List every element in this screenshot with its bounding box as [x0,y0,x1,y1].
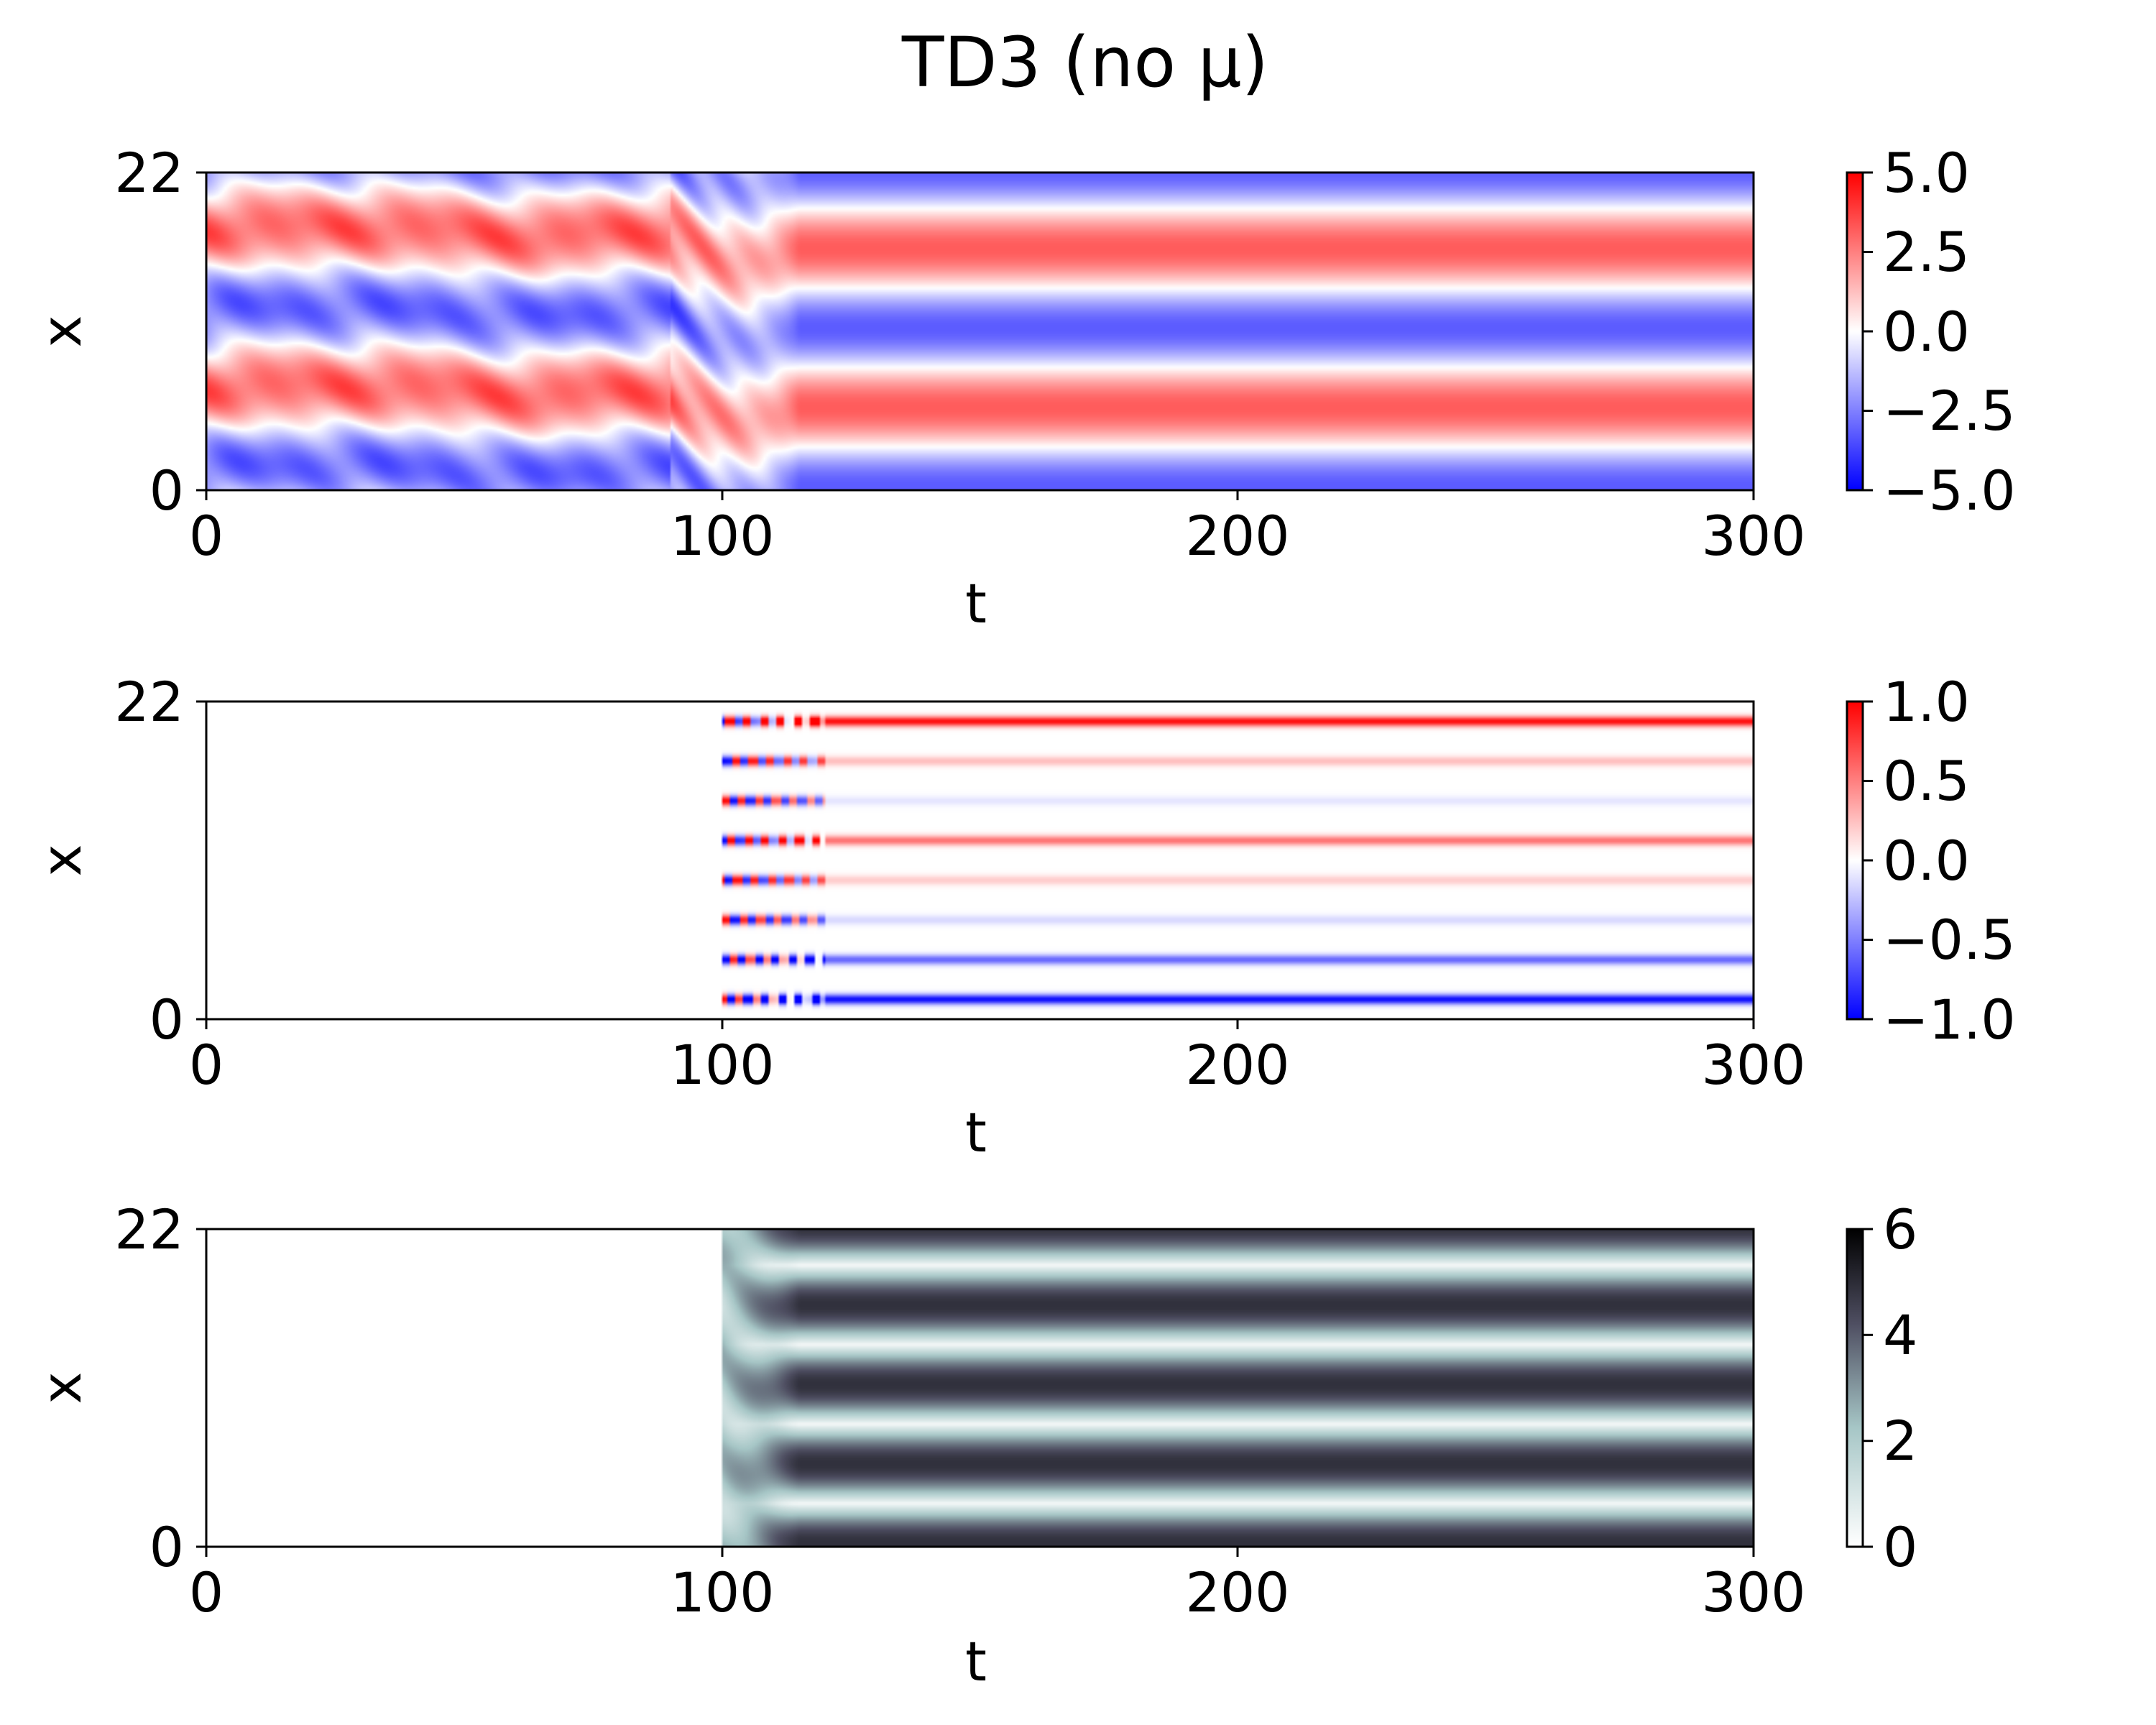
x-axis-ticks [196,1228,1755,1557]
x-tick-label: 0 [189,504,224,568]
x-tick-label: 300 [1701,1033,1805,1097]
y-tick-label: 0 [149,1515,184,1579]
colorbar [1846,700,1864,1021]
colorbar-tick-label: −0.5 [1883,908,2016,972]
x-tick-label: 200 [1185,504,1289,568]
colorbar-ticks [1863,1228,1873,1548]
colorbar [1846,171,1864,492]
colorbar-tick-label: 5.0 [1883,141,1970,205]
x-axis-ticks [196,171,1755,500]
x-tick-label: 100 [670,1033,774,1097]
panel-cost: 0 100 200 300 22 0 t x 6 4 2 0 [29,1197,1917,1693]
colorbar-ticks [1863,700,1873,1021]
x-axis-label: t [965,1100,987,1164]
x-tick-label: 300 [1701,504,1805,568]
x-tick-label: 0 [189,1560,224,1624]
y-axis-label: x [29,1372,93,1404]
y-axis-label: x [29,316,93,348]
plot-frame [205,700,1755,1021]
colorbar-tick-label: 0.5 [1883,749,1970,813]
x-axis-label: t [965,1629,987,1693]
colorbar-tick-label: 6 [1883,1197,1917,1261]
y-tick-label: 22 [114,670,184,734]
colorbar-tick-label: 2 [1883,1409,1917,1473]
cost-heatmap [206,1229,1754,1547]
plot-frame [205,171,1755,492]
state-heatmap [206,172,1754,490]
y-tick-label: 22 [114,1197,184,1261]
x-tick-label: 300 [1701,1560,1805,1624]
x-tick-label: 200 [1185,1560,1289,1624]
colorbar-ticks [1863,171,1873,492]
colorbar-tick-label: 0.0 [1883,829,1970,893]
colorbar-tick-label: −5.0 [1883,459,2016,523]
x-tick-label: 0 [189,1033,224,1097]
figure-title: TD3 (no μ) [901,22,1268,103]
x-tick-label: 100 [670,504,774,568]
colorbar [1846,1228,1864,1548]
colorbar-tick-label: −2.5 [1883,379,2016,443]
colorbar-tick-label: 0.0 [1883,300,1970,364]
colorbar-tick-label: 2.5 [1883,220,1970,284]
x-tick-label: 100 [670,1560,774,1624]
colorbar-tick-label: 1.0 [1883,670,1970,734]
x-axis-ticks [196,700,1755,1029]
plot-frame [205,1228,1755,1548]
panel-state: 0 100 200 300 22 0 t x 5.0 2.5 0.0 −2.5 … [29,141,2016,635]
y-tick-label: 0 [149,988,184,1052]
actuation-heatmap [206,702,1754,1019]
colorbar-tick-label: 4 [1883,1303,1917,1367]
colorbar-tick-label: 0 [1883,1515,1917,1579]
x-tick-label: 200 [1185,1033,1289,1097]
y-tick-label: 0 [149,459,184,523]
y-tick-label: 22 [114,141,184,205]
colorbar-tick-label: −1.0 [1883,988,2016,1052]
panel-actuation: 0 100 200 300 22 0 t x 1.0 0.5 0.0 −0.5 … [29,670,2016,1164]
y-axis-label: x [29,845,93,877]
x-axis-label: t [965,571,987,635]
